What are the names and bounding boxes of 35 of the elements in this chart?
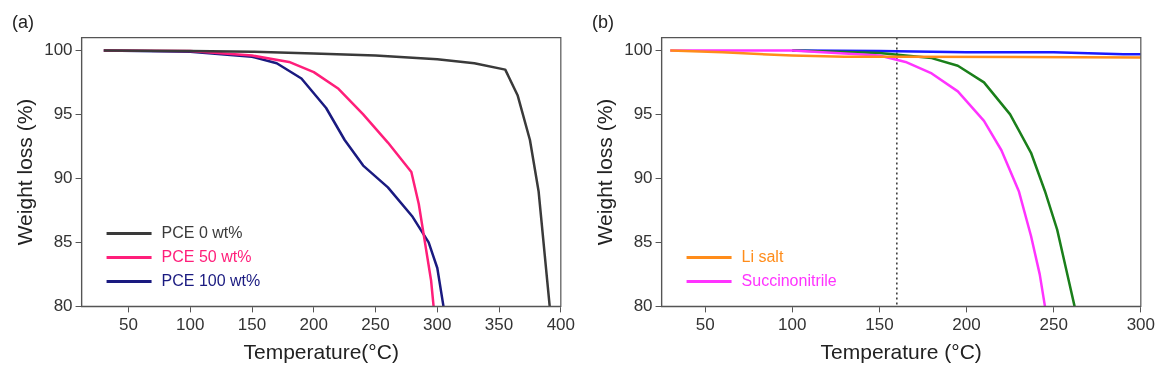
x-tick-label: 350	[484, 315, 514, 335]
x-axis-title: Temperature (°C)	[820, 340, 982, 364]
x-tick-label: 100	[778, 315, 807, 335]
x-tick-label: 50	[119, 315, 138, 335]
y-tick-label: 100	[624, 40, 653, 60]
x-tick-label: 50	[695, 315, 715, 335]
legend-label: Succinonitrile	[741, 271, 837, 289]
x-tick-label: 200	[299, 315, 328, 335]
x-tick-label: 400	[546, 315, 576, 335]
x-tick-label: 300	[423, 315, 452, 335]
x-tick-label: 150	[865, 315, 894, 335]
y-tick-label: 85	[53, 232, 73, 252]
legend-label: Li salt	[741, 247, 784, 265]
x-tick-label: 150	[237, 315, 267, 335]
y-tick-label: 100	[44, 40, 73, 60]
y-tick-label: 90	[633, 168, 653, 188]
y-tick-label: 95	[53, 104, 73, 124]
chart-title: (b)	[592, 11, 614, 32]
legend-label: PCE 100 wt%	[161, 271, 261, 289]
x-tick-label: 200	[952, 315, 981, 335]
x-axis-title: Temperature(°C)	[243, 340, 399, 364]
x-tick-label: 100	[176, 315, 205, 335]
y-axis-title: Weight loss (%)	[13, 98, 37, 246]
y-tick-label: 85	[633, 232, 653, 252]
y-tick-label: 90	[53, 168, 73, 188]
y-axis-title: Weight loss (%)	[593, 98, 617, 246]
y-tick-label: 95	[633, 104, 653, 124]
y-tick-label: 80	[633, 296, 653, 316]
x-tick-label: 250	[361, 315, 390, 335]
legend-label: PCE 0 wt%	[161, 223, 243, 241]
x-tick-label: 250	[1039, 315, 1068, 335]
x-tick-label: 300	[1126, 315, 1156, 335]
legend-label: PCE 50 wt%	[161, 247, 252, 265]
chart-title: (a)	[12, 11, 34, 32]
y-tick-label: 80	[53, 296, 73, 316]
